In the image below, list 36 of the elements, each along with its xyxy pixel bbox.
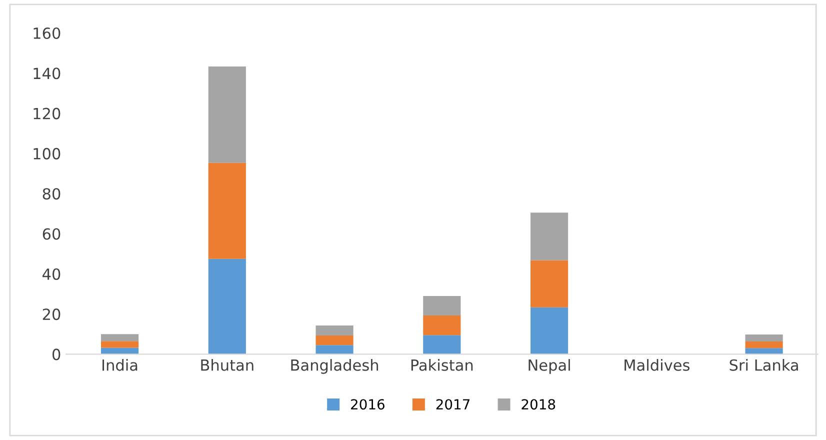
x-tick-label: Sri Lanka <box>730 359 798 371</box>
bar <box>316 345 354 354</box>
bar <box>745 342 783 348</box>
bar <box>208 258 246 354</box>
bar <box>530 212 568 260</box>
bar <box>316 325 354 336</box>
bar <box>745 348 783 354</box>
bar <box>100 341 139 348</box>
bar <box>530 307 568 354</box>
bar <box>423 335 461 354</box>
y-tick-label: 100 <box>34 148 60 160</box>
bar <box>208 162 246 259</box>
bar <box>530 260 568 308</box>
bar <box>208 66 246 163</box>
y-tick-label: 120 <box>34 108 60 120</box>
y-tick-label: 20 <box>42 308 60 320</box>
y-tick-label: 160 <box>34 27 60 40</box>
y-tick-label: 60 <box>42 228 60 240</box>
bar <box>745 334 783 342</box>
y-tick-label: 40 <box>42 268 60 280</box>
bar <box>316 336 354 346</box>
bar <box>100 334 139 342</box>
x-tick-label: Maldives <box>624 359 690 371</box>
y-tick-label: 0 <box>52 348 60 360</box>
x-tick-label: Bangladesh <box>291 359 378 374</box>
legend-label: 2017 <box>436 399 470 410</box>
x-tick-label: Bhutan <box>201 359 254 371</box>
x-tick-label: Pakistan <box>411 359 473 371</box>
legend-label: 2018 <box>522 399 556 410</box>
y-tick-label: 80 <box>42 188 60 200</box>
legend-label: 2016 <box>351 399 384 410</box>
bar <box>423 296 461 316</box>
x-tick-label: Nepal <box>528 359 570 374</box>
y-tick-label: 140 <box>34 68 60 80</box>
x-tick-label: India <box>102 359 138 371</box>
bar <box>423 315 461 336</box>
